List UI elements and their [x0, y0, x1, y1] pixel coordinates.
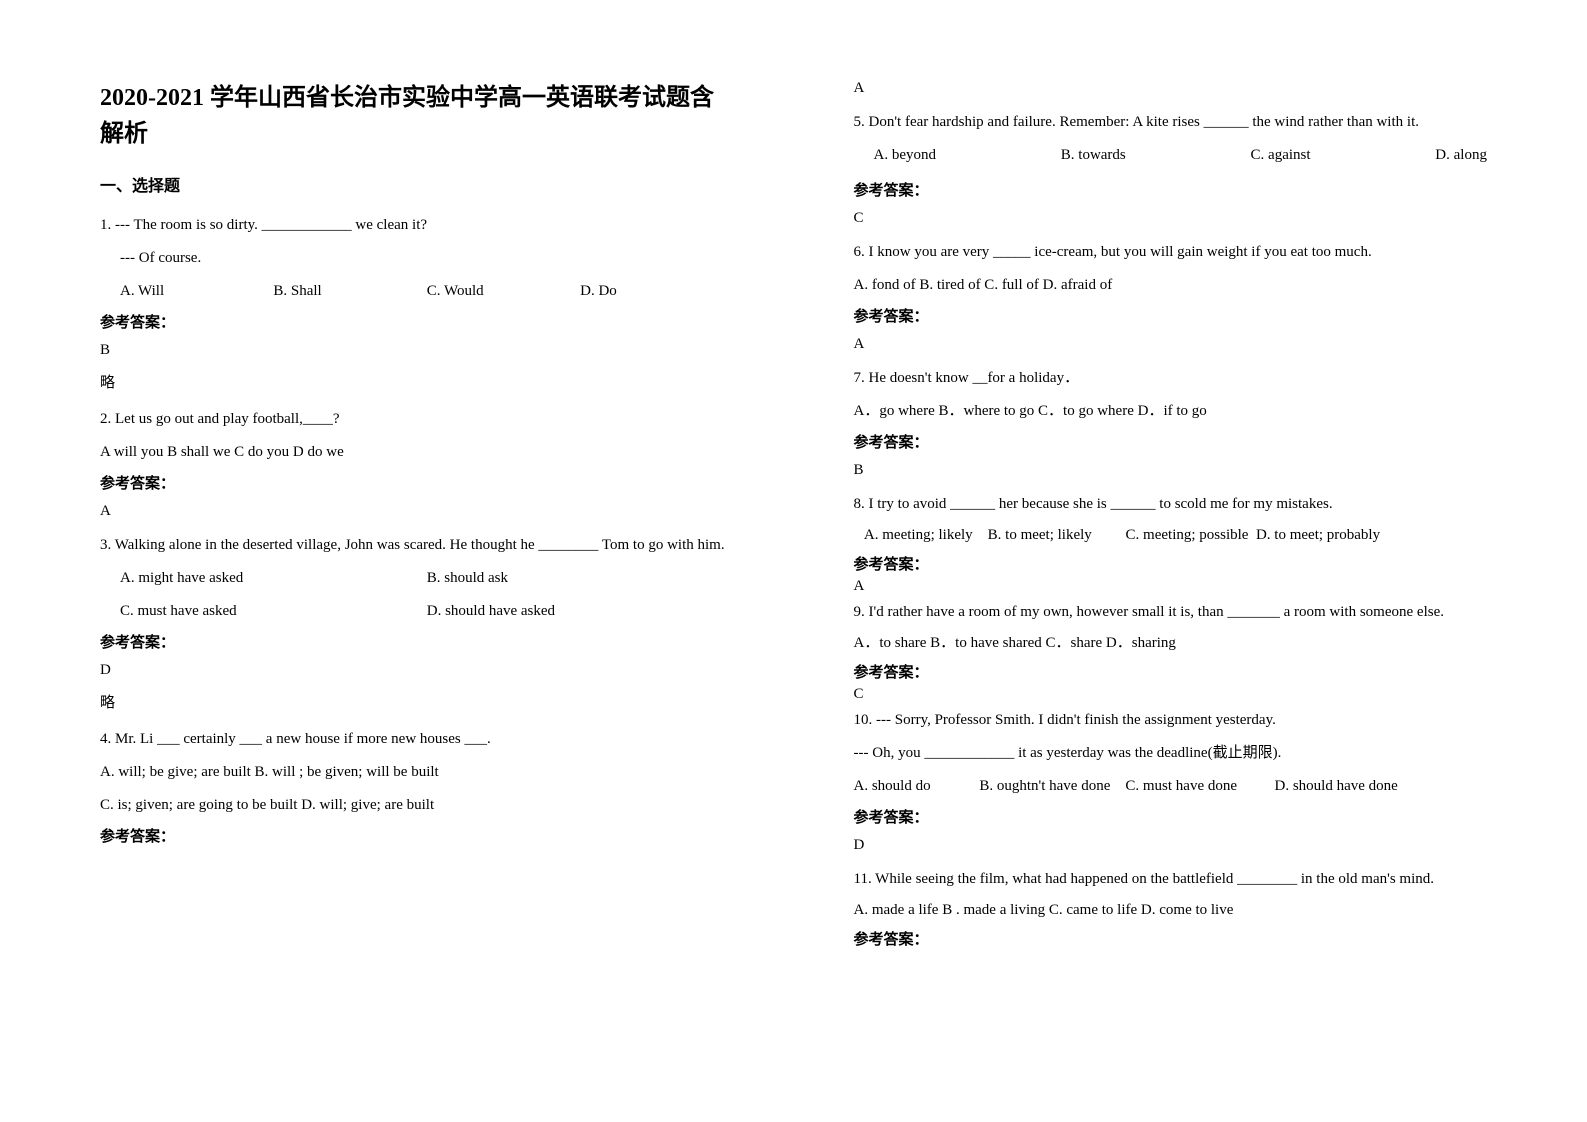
column-left: 2020-2021 学年山西省长治市实验中学高一英语联考试题含解析 一、选择题 …	[0, 0, 794, 1122]
q1-answer-label: 参考答案：	[100, 311, 734, 332]
column-right: A 5. Don't fear hardship and failure. Re…	[794, 0, 1587, 1122]
q8-stem: 8. I try to avoid ______ her because she…	[854, 491, 1488, 518]
q4-options-row1: A. will; be give; are built B. will ; be…	[100, 759, 734, 786]
q6-answer-label: 参考答案：	[854, 305, 1488, 326]
q3-answer: D	[100, 662, 734, 679]
question-9: 9. I'd rather have a room of my own, how…	[854, 599, 1488, 703]
q6-answer: A	[854, 336, 1488, 353]
question-4: 4. Mr. Li ___ certainly ___ a new house …	[100, 726, 734, 846]
q10-sub: --- Oh, you ____________ it as yesterday…	[854, 740, 1488, 767]
q3-options-row2: C. must have asked D. should have asked	[100, 598, 734, 625]
question-7: 7. He doesn't know __for a holiday． A．go…	[854, 365, 1488, 479]
q1-slight: 略	[100, 371, 734, 392]
question-2: 2. Let us go out and play football,____?…	[100, 406, 734, 520]
q7-options: A．go where B．where to go C．to go where D…	[854, 398, 1488, 425]
question-8: 8. I try to avoid ______ her because she…	[854, 491, 1488, 595]
q2-stem: 2. Let us go out and play football,____?	[100, 406, 734, 433]
q4-answer: A	[854, 80, 1488, 97]
q2-answer-label: 参考答案：	[100, 472, 734, 493]
q3-slight: 略	[100, 691, 734, 712]
q10-answer-label: 参考答案：	[854, 806, 1488, 827]
q9-stem: 9. I'd rather have a room of my own, how…	[854, 599, 1488, 626]
q3-opt-d: D. should have asked	[427, 598, 734, 625]
section-heading-1: 一、选择题	[100, 172, 734, 196]
q8-answer: A	[854, 578, 1488, 595]
q1-answer: B	[100, 342, 734, 359]
question-10: 10. --- Sorry, Professor Smith. I didn't…	[854, 707, 1488, 854]
page: 2020-2021 学年山西省长治市实验中学高一英语联考试题含解析 一、选择题 …	[0, 0, 1587, 1122]
q1-sub: --- Of course.	[100, 245, 734, 272]
q6-stem: 6. I know you are very _____ ice-cream, …	[854, 239, 1488, 266]
question-5: 5. Don't fear hardship and failure. Reme…	[854, 109, 1488, 227]
q5-opt-a: A. beyond	[874, 142, 937, 169]
q10-options: A. should do B. oughtn't have done C. mu…	[854, 773, 1488, 800]
q4-answer-label: 参考答案：	[100, 825, 734, 846]
q11-options: A. made a life B . made a living C. came…	[854, 897, 1488, 924]
document-title: 2020-2021 学年山西省长治市实验中学高一英语联考试题含解析	[100, 80, 734, 152]
q3-options-row1: A. might have asked B. should ask	[100, 565, 734, 592]
q5-opt-d: D. along	[1435, 142, 1487, 169]
question-3: 3. Walking alone in the deserted village…	[100, 532, 734, 712]
q3-opt-b: B. should ask	[427, 565, 734, 592]
q4-options-row2: C. is; given; are going to be built D. w…	[100, 792, 734, 819]
q3-opt-c: C. must have asked	[120, 598, 427, 625]
q1-opt-b: B. Shall	[273, 278, 426, 305]
q1-opt-a: A. Will	[120, 278, 273, 305]
q7-stem: 7. He doesn't know __for a holiday．	[854, 365, 1488, 392]
q5-stem: 5. Don't fear hardship and failure. Reme…	[854, 109, 1488, 136]
q8-answer-label: 参考答案：	[854, 553, 1488, 574]
q3-answer-label: 参考答案：	[100, 631, 734, 652]
q6-options: A. fond of B. tired of C. full of D. afr…	[854, 272, 1488, 299]
q4-stem: 4. Mr. Li ___ certainly ___ a new house …	[100, 726, 734, 753]
q9-answer-label: 参考答案：	[854, 661, 1488, 682]
q5-options: A. beyond B. towards C. against D. along	[854, 142, 1488, 169]
q1-opt-d: D. Do	[580, 278, 733, 305]
question-1: 1. --- The room is so dirty. ___________…	[100, 212, 734, 392]
question-11: 11. While seeing the film, what had happ…	[854, 866, 1488, 949]
q2-options: A will you B shall we C do you D do we	[100, 439, 734, 466]
q7-answer-label: 参考答案：	[854, 431, 1488, 452]
q1-stem: 1. --- The room is so dirty. ___________…	[100, 212, 734, 239]
q10-answer: D	[854, 837, 1488, 854]
q5-opt-b: B. towards	[1061, 142, 1126, 169]
q3-opt-a: A. might have asked	[120, 565, 427, 592]
q5-answer: C	[854, 210, 1488, 227]
question-6: 6. I know you are very _____ ice-cream, …	[854, 239, 1488, 353]
q2-answer: A	[100, 503, 734, 520]
q3-stem: 3. Walking alone in the deserted village…	[100, 532, 734, 559]
q1-opt-c: C. Would	[427, 278, 580, 305]
q1-options: A. Will B. Shall C. Would D. Do	[100, 278, 734, 305]
q5-answer-label: 参考答案：	[854, 179, 1488, 200]
q10-stem: 10. --- Sorry, Professor Smith. I didn't…	[854, 707, 1488, 734]
q11-answer-label: 参考答案：	[854, 928, 1488, 949]
q8-options: A. meeting; likely B. to meet; likely C.…	[854, 522, 1488, 549]
q7-answer: B	[854, 462, 1488, 479]
q9-options: A．to share B．to have shared C．share D．sh…	[854, 630, 1488, 657]
q11-stem: 11. While seeing the film, what had happ…	[854, 866, 1488, 893]
q9-answer: C	[854, 686, 1488, 703]
q5-opt-c: C. against	[1251, 142, 1311, 169]
